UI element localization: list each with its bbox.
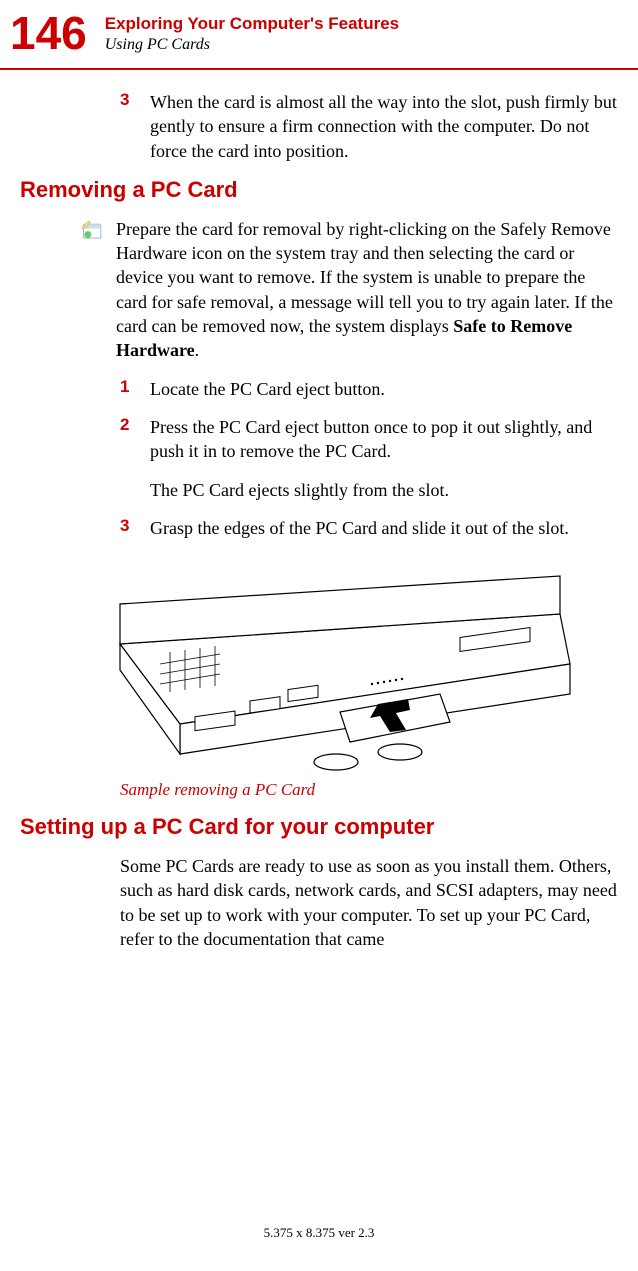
page-number: 146 <box>10 10 87 56</box>
eject-paragraph: The PC Card ejects slightly from the slo… <box>150 478 618 502</box>
step-text: Press the PC Card eject button once to p… <box>150 415 618 464</box>
step-item: 3 When the card is almost all the way in… <box>120 90 618 163</box>
note-text-suffix: . <box>195 340 200 360</box>
step-number: 3 <box>120 516 150 540</box>
figure-laptop <box>100 554 580 774</box>
header-rule <box>0 68 638 70</box>
figure-caption: Sample removing a PC Card <box>120 780 618 800</box>
chapter-title: Exploring Your Computer's Features <box>105 14 399 34</box>
step-item: 2 Press the PC Card eject button once to… <box>120 415 618 464</box>
step-text: Locate the PC Card eject button. <box>150 377 385 401</box>
step-item: 1 Locate the PC Card eject button. <box>120 377 618 401</box>
step-number: 2 <box>120 415 150 464</box>
step-text: When the card is almost all the way into… <box>150 90 618 163</box>
step-item: 3 Grasp the edges of the PC Card and sli… <box>120 516 618 540</box>
setup-paragraph: Some PC Cards are ready to use as soon a… <box>120 854 618 951</box>
heading-setup: Setting up a PC Card for your computer <box>20 814 618 840</box>
note-block: Prepare the card for removal by right-cl… <box>80 217 618 363</box>
header-titles: Exploring Your Computer's Features Using… <box>105 10 399 54</box>
footer-text: 5.375 x 8.375 ver 2.3 <box>0 1225 638 1241</box>
step-number: 3 <box>120 90 150 163</box>
step-text: Grasp the edges of the PC Card and slide… <box>150 516 569 540</box>
step-number: 1 <box>120 377 150 401</box>
note-text: Prepare the card for removal by right-cl… <box>116 217 618 363</box>
heading-removing: Removing a PC Card <box>20 177 618 203</box>
section-title: Using PC Cards <box>105 36 399 54</box>
note-icon <box>80 217 116 363</box>
page-content: 3 When the card is almost all the way in… <box>0 90 638 951</box>
page-header: 146 Exploring Your Computer's Features U… <box>0 0 638 56</box>
